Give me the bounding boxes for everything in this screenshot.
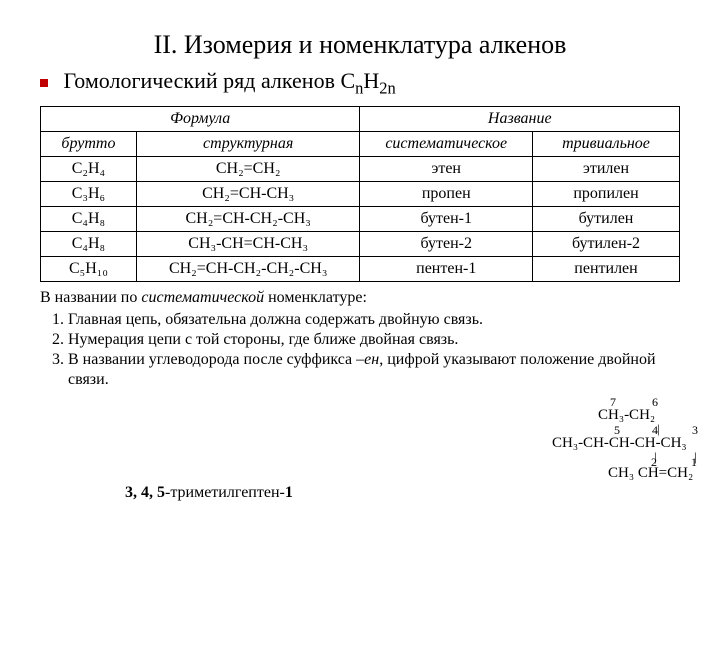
table-row: C₃H₆CH₂=CH-CH₃пропенпропилен <box>41 182 680 207</box>
cell-triv: бутилен <box>533 207 680 232</box>
cell-struct: CH₂=CH-CH₂-CH₃ <box>136 207 360 232</box>
cell-syst: пропен <box>360 182 533 207</box>
cell-triv: этилен <box>533 157 680 182</box>
subtitle-text: Гомологический ряд алкенов CnH2n <box>64 68 396 93</box>
note-item-2: Нумерация цепи с той стороны, где ближе … <box>68 330 680 350</box>
cell-triv: бутилен-2 <box>533 232 680 257</box>
notes-intro-a: В названии по <box>40 289 141 306</box>
cell-brutto: C₂H₄ <box>41 157 137 182</box>
subtitle: Гомологический ряд алкенов CnH2n <box>40 68 680 94</box>
alkenes-table: Формула Название брутто структурная сист… <box>40 106 680 282</box>
table-row: C₅H₁₀CH₂=CH-CH₂-CH₂-CH₃пентен-1пентилен <box>41 257 680 282</box>
col-struct: структурная <box>136 132 360 157</box>
cell-syst: этен <box>360 157 533 182</box>
col-syst: систематическое <box>360 132 533 157</box>
cell-brutto: C₄H₈ <box>41 207 137 232</box>
compound-name-suffix: 1 <box>285 484 293 501</box>
carbon-num-3: 3 <box>692 424 698 437</box>
table-row: C₄H₈CH₂=CH-CH₂-CH₃бутен-1бутилен <box>41 207 680 232</box>
cell-brutto: C₃H₆ <box>41 182 137 207</box>
col-name: Название <box>360 107 680 132</box>
cell-triv: пропилен <box>533 182 680 207</box>
col-brutto: брутто <box>41 132 137 157</box>
note-item-1: Главная цепь, обязательна должна содержа… <box>68 310 680 330</box>
compound-name: 3, 4, 5-триметилгептен-1 <box>125 484 293 502</box>
cell-brutto: C₅H₁₀ <box>41 257 137 282</box>
bullet-icon <box>40 79 48 87</box>
table-row: C₂H₄CH₂=CH₂этенэтилен <box>41 157 680 182</box>
compound-name-locants: 3, 4, 5 <box>125 484 165 501</box>
molecule-structure: 7 6 CH₃-CH₂ | 5 4 3 CH₃-CH-CH-CH-CH₃ мет… <box>610 408 625 660</box>
cell-triv: пентилен <box>533 257 680 282</box>
cell-struct: CH₃-CH=CH-CH₃ <box>136 232 360 257</box>
cell-syst: пентен-1 <box>360 257 533 282</box>
table-header-row-2: брутто структурная систематическое триви… <box>41 132 680 157</box>
notes-intro-em: систематической <box>141 289 264 306</box>
mol-line-2: CH₃-CH-CH-CH-CH₃ <box>552 436 687 452</box>
table-row: C₄H₈CH₃-CH=CH-CH₃бутен-2бутилен-2 <box>41 232 680 257</box>
mol-line-1: CH₃-CH₂ <box>598 408 655 424</box>
cell-syst: бутен-1 <box>360 207 533 232</box>
col-formula: Формула <box>41 107 360 132</box>
cell-struct: CH₂=CH-CH₃ <box>136 182 360 207</box>
cell-syst: бутен-2 <box>360 232 533 257</box>
compound-name-body: -триметилгептен- <box>165 484 285 501</box>
table-header-row-1: Формула Название <box>41 107 680 132</box>
notes: В названии по систематической номенклату… <box>40 288 680 390</box>
col-triv: тривиальное <box>533 132 680 157</box>
mol-line-3: CH₃ CH=CH₂ <box>608 466 693 482</box>
cell-brutto: C₄H₈ <box>41 232 137 257</box>
note-item-3: В названии углеводорода после суффикса –… <box>68 350 680 390</box>
page-title: II. Изомерия и номенклатура алкенов <box>40 30 680 60</box>
cell-struct: CH₂=CH₂ <box>136 157 360 182</box>
notes-intro-b: номенклатуре: <box>264 289 367 306</box>
cell-struct: CH₂=CH-CH₂-CH₂-CH₃ <box>136 257 360 282</box>
